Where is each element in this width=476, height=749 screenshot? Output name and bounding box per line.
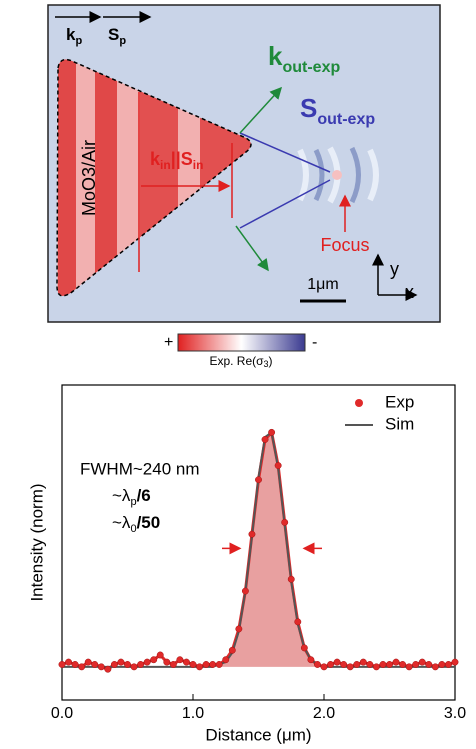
data-point	[98, 664, 104, 670]
data-point	[118, 659, 124, 665]
data-point	[177, 657, 183, 663]
ratio-annotation: ~λ0/50	[112, 513, 160, 534]
x-axis-title: Distance (μm)	[205, 725, 311, 744]
data-point	[419, 659, 425, 665]
data-point	[301, 645, 307, 651]
colorbar-plus: +	[164, 334, 173, 351]
data-point	[406, 664, 412, 670]
fwhm-annotation: FWHM~240 nm	[80, 459, 200, 478]
legend-label: Exp	[385, 392, 414, 411]
x-tick-label: 2.0	[313, 705, 335, 722]
x-tick-label: 3.0	[444, 705, 466, 722]
ratio-part: /6	[137, 486, 151, 505]
data-point	[137, 661, 143, 667]
data-point	[282, 519, 288, 525]
data-point	[327, 661, 333, 667]
data-point	[72, 661, 78, 667]
material-label: MoO3/Air	[79, 140, 99, 216]
chart: 0.0 1.0 2.0 3.0 Distance (μm) Intensity (norm…	[27, 385, 466, 744]
scale-label: 1μm	[307, 276, 338, 293]
data-point	[223, 657, 229, 663]
data-point	[380, 661, 386, 667]
data-point	[275, 462, 281, 468]
data-point	[360, 659, 366, 665]
data-point	[439, 661, 445, 667]
focus-label: Focus	[320, 235, 369, 255]
data-point	[209, 661, 215, 667]
ratio-part: ~λ	[112, 486, 131, 505]
data-point	[413, 661, 419, 667]
data-point	[236, 626, 242, 632]
data-point	[164, 659, 170, 665]
colorbar: + - Exp. Re(σ3)	[164, 334, 317, 369]
x-tick-label: 0.0	[51, 705, 73, 722]
data-point	[399, 661, 405, 667]
y-axis-title: Intensity (norm)	[27, 483, 46, 601]
data-point	[105, 666, 111, 672]
ratio-annotation: ~λp/6	[112, 486, 151, 507]
data-point	[347, 664, 353, 670]
data-point	[321, 664, 327, 670]
legend-label: Sim	[385, 414, 414, 433]
data-point	[144, 659, 150, 665]
data-point	[367, 661, 373, 667]
y-axis-label: y	[390, 259, 399, 279]
data-point	[262, 436, 268, 442]
x-axis-label: x	[405, 282, 414, 302]
data-point	[268, 429, 274, 435]
ratio-part: /50	[137, 513, 161, 532]
data-point	[170, 661, 176, 667]
colorbar-label: Exp. Re(σ3)	[209, 354, 272, 369]
data-point	[255, 477, 261, 483]
figure: kp Sp kout-exp Sout-exp MoO3/Air kin||Si…	[0, 0, 476, 749]
data-point	[59, 661, 65, 667]
data-point	[308, 657, 314, 663]
ratio-part: ~λ	[112, 513, 131, 532]
data-point	[203, 661, 209, 667]
colorbar-minus: -	[312, 334, 317, 351]
data-point	[216, 661, 222, 667]
near-field-image: kp Sp kout-exp Sout-exp MoO3/Air kin||Si…	[48, 5, 440, 322]
data-point	[151, 657, 157, 663]
data-point	[314, 661, 320, 667]
data-point	[295, 619, 301, 625]
data-point	[393, 659, 399, 665]
legend-marker	[355, 399, 363, 407]
data-point	[196, 664, 202, 670]
data-point	[432, 664, 438, 670]
data-point	[373, 664, 379, 670]
data-point	[386, 661, 392, 667]
data-point	[78, 664, 84, 670]
data-point	[288, 576, 294, 582]
data-point	[229, 647, 235, 653]
x-tick-label: 1.0	[182, 705, 204, 722]
data-point	[190, 661, 196, 667]
data-point	[249, 531, 255, 537]
data-point	[92, 661, 98, 667]
data-point	[452, 659, 458, 665]
data-point	[85, 659, 91, 665]
data-point	[157, 652, 163, 658]
peak-area	[219, 432, 324, 666]
data-point	[131, 664, 137, 670]
data-point	[242, 588, 248, 594]
data-point	[183, 659, 189, 665]
data-point	[426, 661, 432, 667]
data-point	[334, 659, 340, 665]
data-point	[65, 659, 71, 665]
data-point	[124, 661, 130, 667]
data-point	[340, 661, 346, 667]
data-point	[111, 661, 117, 667]
data-point	[445, 661, 451, 667]
data-point	[354, 661, 360, 667]
